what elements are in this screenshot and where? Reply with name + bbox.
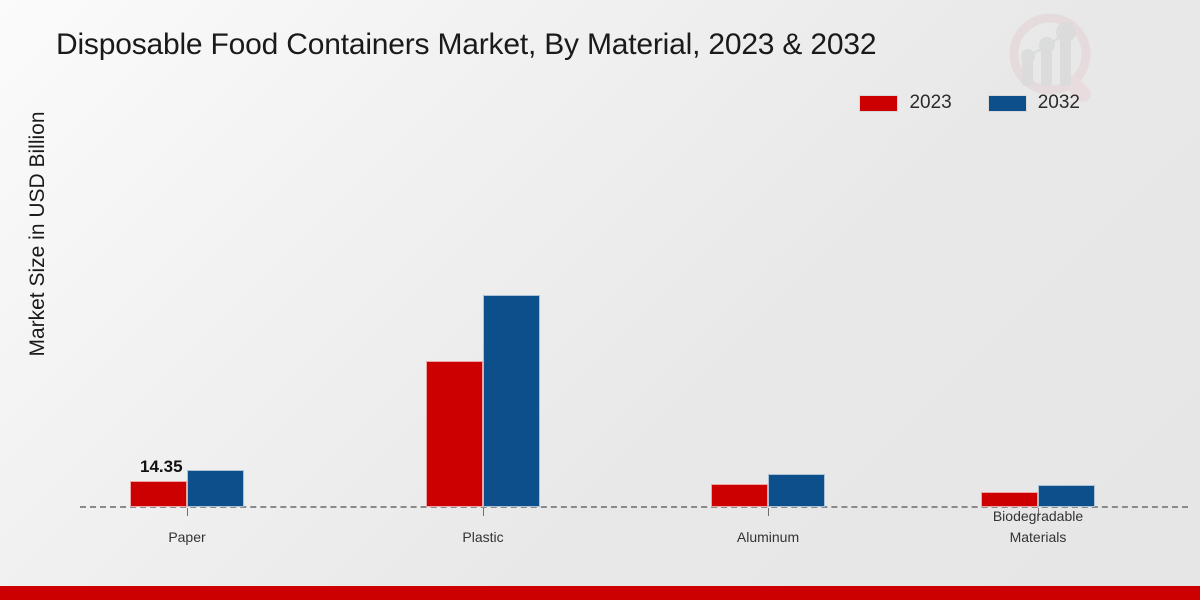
bar-group-plastic: Plastic: [426, 277, 540, 545]
bar-plastic-2032[interactable]: [483, 295, 540, 507]
category-label-paper: Paper: [168, 528, 206, 545]
category-label-aluminum: Aluminum: [736, 528, 800, 545]
chart-title: Disposable Food Containers Market, By Ma…: [56, 28, 877, 61]
value-label-paper-2023: 14.35: [140, 457, 183, 476]
legend-swatch-2032: [987, 94, 1027, 112]
bottom-accent-band: [0, 586, 1200, 600]
bar-group-biodegradable-materials: Biodegradable Materials: [981, 277, 1095, 545]
legend-label-2032: 2032: [1037, 92, 1080, 113]
bar-biodegradable-materials-2032[interactable]: [1038, 485, 1095, 507]
bar-aluminum-2032[interactable]: [768, 474, 825, 507]
bar-aluminum-2023[interactable]: [711, 484, 768, 507]
axis-tick-plastic: [483, 508, 484, 516]
bar-biodegradable-materials-2023[interactable]: [981, 492, 1038, 507]
axis-baseline: [80, 506, 1188, 508]
chart-legend: 2023 2032: [859, 92, 1080, 114]
bars-aluminum: [711, 277, 825, 507]
bar-paper-2023[interactable]: [130, 481, 187, 507]
axis-tick-aluminum: [768, 508, 769, 516]
legend-item-2023[interactable]: 2023: [859, 92, 952, 114]
bar-group-paper: 14.35 Paper: [130, 277, 244, 545]
bars-biodegradable-materials: [981, 277, 1095, 507]
bar-plastic-2023[interactable]: [426, 361, 483, 507]
bars-paper: [130, 277, 244, 507]
legend-item-2032[interactable]: 2032: [987, 92, 1080, 114]
axis-tick-paper: [187, 508, 188, 516]
bar-group-aluminum: Aluminum: [711, 277, 825, 545]
bar-paper-2032[interactable]: [187, 470, 244, 507]
category-label-plastic: Plastic: [462, 528, 504, 545]
legend-swatch-2023: [859, 94, 899, 112]
axis-tick-biodegradable-materials: [1038, 508, 1039, 516]
bars-plastic: [426, 277, 540, 507]
category-label-biodegradable-materials: Biodegradable Materials: [992, 508, 1084, 545]
legend-label-2023: 2023: [909, 92, 952, 113]
